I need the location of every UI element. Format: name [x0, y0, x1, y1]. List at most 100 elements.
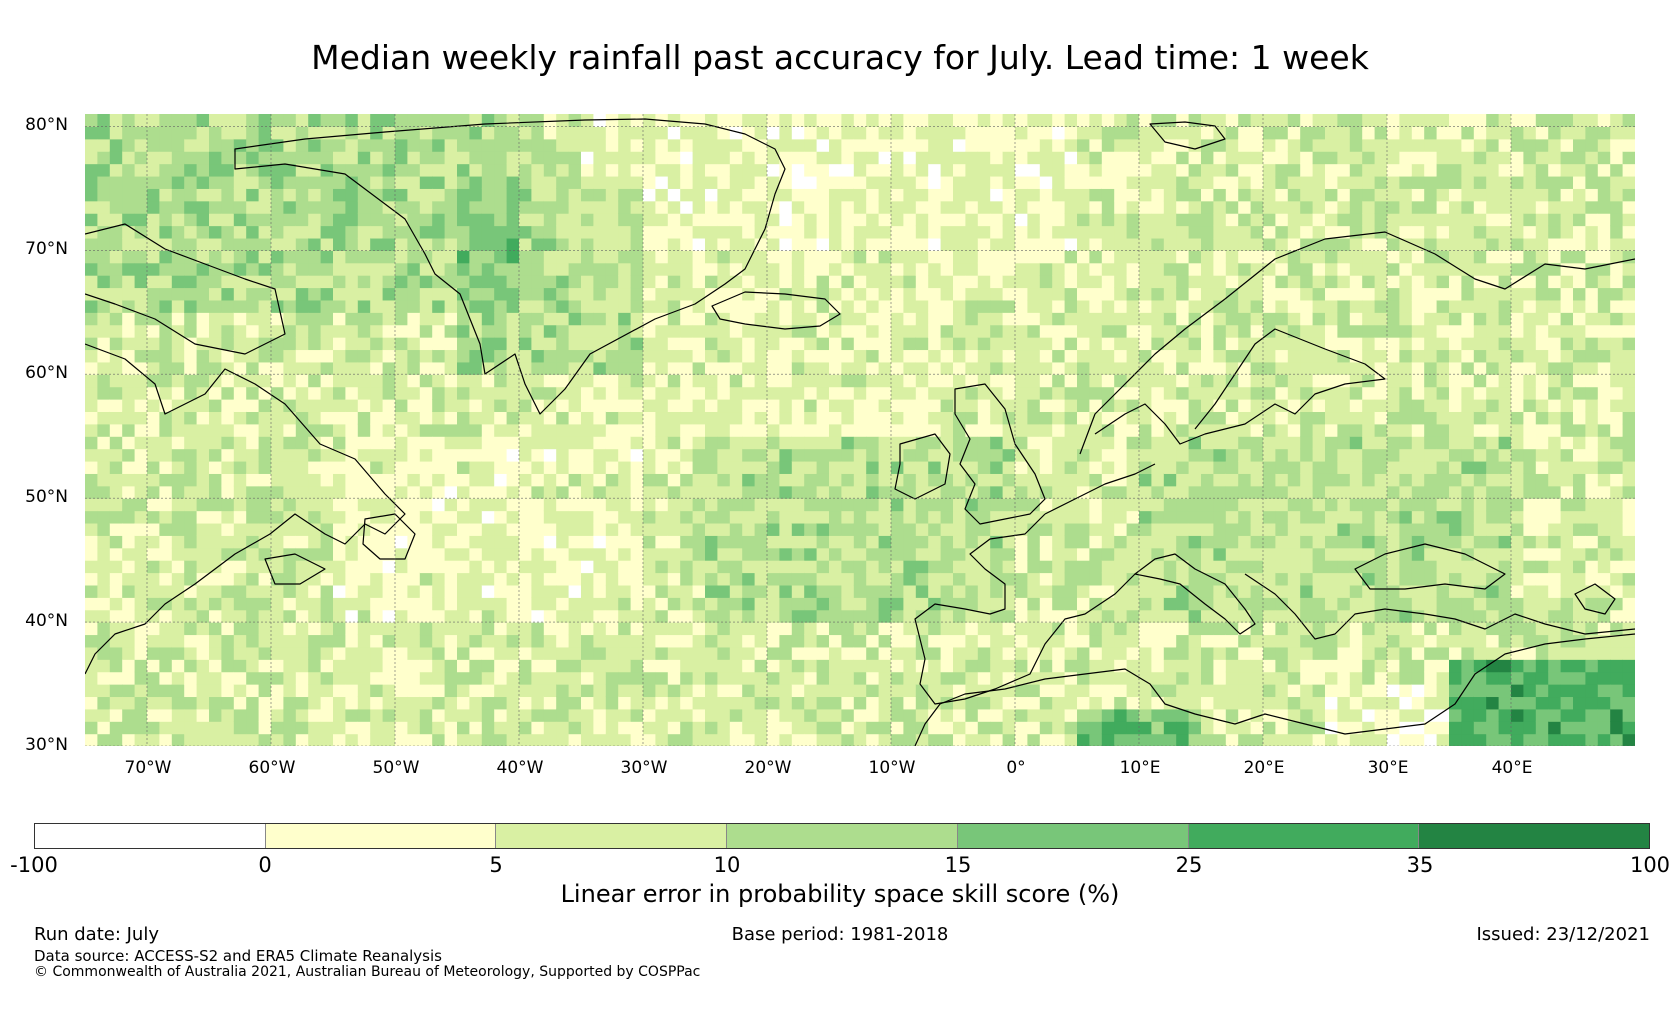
- grid-cell: [1213, 374, 1227, 388]
- grid-cell: [209, 237, 222, 251]
- grid-cell: [1077, 473, 1090, 487]
- grid-cell: [1163, 733, 1177, 746]
- grid-cell: [407, 151, 421, 165]
- grid-cell: [519, 250, 532, 264]
- grid-cell: [1151, 634, 1165, 648]
- grid-cell: [519, 324, 532, 338]
- grid-cell: [1287, 250, 1301, 264]
- grid-cell: [965, 225, 979, 239]
- grid-cell: [829, 547, 842, 561]
- grid-cell: [655, 262, 669, 276]
- grid-cell: [1052, 436, 1066, 450]
- grid-cell: [506, 646, 520, 660]
- grid-cell: [1139, 733, 1152, 746]
- grid-cell: [1114, 386, 1128, 400]
- grid-cell: [816, 696, 830, 710]
- grid-cell: [717, 460, 731, 474]
- grid-cell: [866, 510, 880, 524]
- grid-cell: [878, 386, 892, 400]
- grid-cell: [543, 671, 557, 685]
- grid-cell: [97, 423, 111, 437]
- grid-cell: [1126, 572, 1140, 586]
- grid-cell: [866, 399, 880, 413]
- grid-cell: [754, 708, 768, 722]
- grid-cell: [1002, 584, 1016, 598]
- grid-cell: [308, 510, 322, 524]
- grid-cell: [804, 200, 818, 214]
- grid-cell: [407, 399, 421, 413]
- grid-cell: [1225, 671, 1239, 685]
- grid-cell: [419, 299, 433, 313]
- grid-cell: [1263, 299, 1276, 313]
- grid-cell: [444, 584, 458, 598]
- grid-cell: [903, 324, 917, 338]
- grid-cell: [333, 572, 346, 586]
- grid-cell: [779, 560, 793, 574]
- grid-cell: [667, 250, 681, 264]
- grid-cell: [1225, 423, 1239, 437]
- grid-cell: [481, 151, 495, 165]
- grid-cell: [345, 175, 359, 189]
- grid-cell: [221, 200, 235, 214]
- grid-cell: [915, 634, 929, 648]
- grid-cell: [804, 399, 818, 413]
- grid-cell: [494, 473, 508, 487]
- grid-cell: [680, 485, 694, 499]
- grid-cell: [1188, 151, 1202, 165]
- grid-cell: [891, 708, 904, 722]
- grid-cell: [705, 498, 718, 512]
- grid-cell: [866, 634, 880, 648]
- grid-cell: [122, 200, 136, 214]
- grid-cell: [1275, 535, 1289, 549]
- grid-cell: [1052, 535, 1066, 549]
- grid-cell: [519, 659, 532, 673]
- grid-cell: [1275, 349, 1289, 363]
- grid-cell: [1101, 634, 1115, 648]
- grid-cell: [593, 225, 607, 239]
- grid-cell: [147, 671, 160, 685]
- grid-cell: [581, 337, 594, 351]
- grid-cell: [915, 151, 929, 165]
- grid-cell: [1015, 188, 1028, 202]
- grid-cell: [1052, 646, 1066, 660]
- grid-cell: [618, 312, 632, 326]
- grid-cell: [680, 671, 694, 685]
- grid-cell: [1114, 646, 1128, 660]
- grid-cell: [1089, 560, 1103, 574]
- grid-cell: [171, 485, 185, 499]
- grid-cell: [556, 138, 570, 152]
- grid-cell: [1101, 324, 1115, 338]
- grid-cell: [419, 460, 433, 474]
- grid-cell: [990, 671, 1004, 685]
- grid-cell: [1225, 411, 1239, 425]
- grid-cell: [866, 646, 880, 660]
- grid-cell: [878, 324, 892, 338]
- grid-cell: [469, 237, 483, 251]
- grid-cell: [246, 411, 260, 425]
- grid-cell: [419, 510, 433, 524]
- grid-cell: [1287, 671, 1301, 685]
- grid-cell: [556, 460, 570, 474]
- grid-cell: [891, 386, 904, 400]
- grid-cell: [184, 460, 198, 474]
- grid-cell: [1213, 399, 1227, 413]
- grid-cell: [1163, 399, 1177, 413]
- grid-cell: [147, 634, 160, 648]
- grid-cell: [643, 721, 656, 735]
- grid-cell: [1064, 386, 1078, 400]
- grid-cell: [878, 485, 892, 499]
- grid-cell: [171, 200, 185, 214]
- grid-cell: [85, 436, 98, 450]
- grid-cell: [593, 535, 607, 549]
- grid-cell: [233, 498, 247, 512]
- grid-cell: [915, 423, 929, 437]
- grid-cell: [283, 646, 297, 660]
- grid-cell: [816, 151, 830, 165]
- grid-cell: [109, 200, 123, 214]
- grid-cell: [891, 324, 904, 338]
- grid-cell: [395, 287, 408, 301]
- grid-cell: [345, 151, 359, 165]
- grid-cell: [469, 225, 483, 239]
- grid-cell: [97, 646, 111, 660]
- grid-cell: [370, 547, 384, 561]
